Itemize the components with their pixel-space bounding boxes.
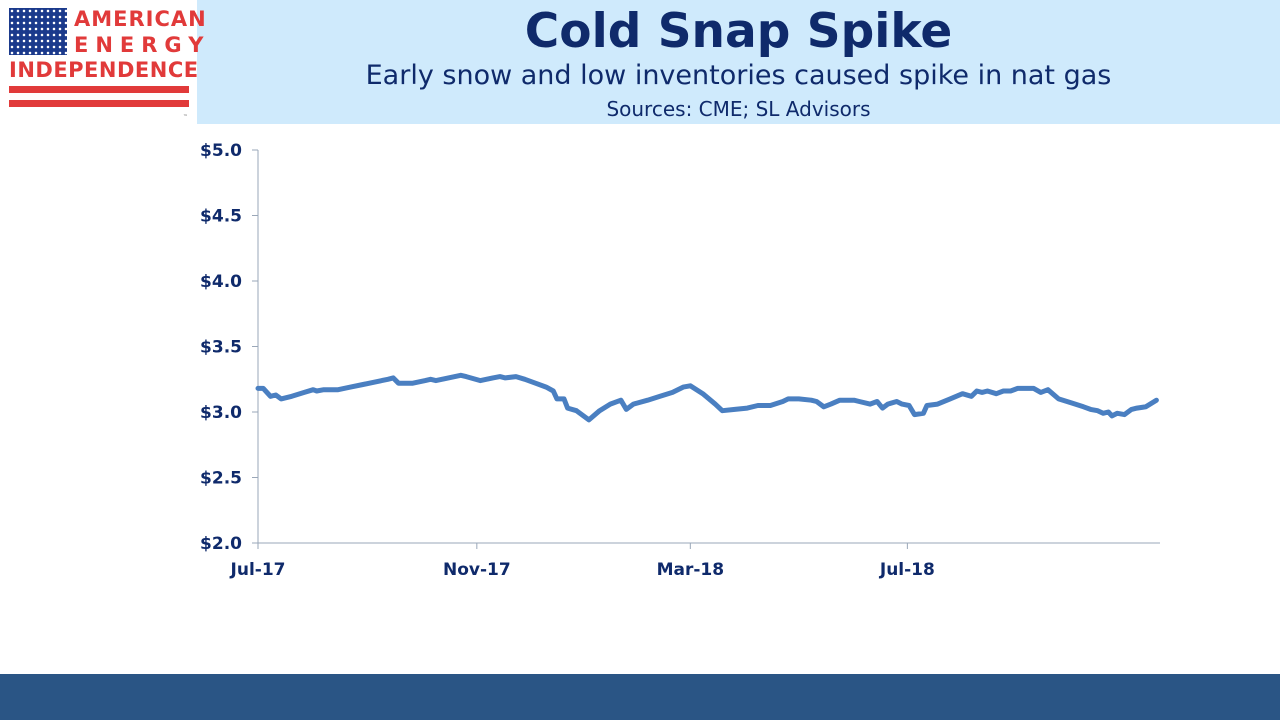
logo-line-3: INDEPENDENCE	[9, 58, 199, 82]
footer-band	[0, 674, 1280, 720]
y-tick-label: $2.0	[200, 534, 242, 554]
logo-stripe	[9, 100, 189, 107]
american-flag-icon	[9, 8, 67, 55]
y-tick-label: $4.5	[200, 207, 242, 227]
y-tick-label: $5.0	[200, 141, 242, 161]
logo-stripe	[9, 86, 189, 93]
x-tick-label: Mar-18	[657, 560, 725, 580]
page-subtitle: Early snow and low inventories caused sp…	[365, 60, 1112, 91]
header-band	[197, 0, 1280, 124]
trademark-mark: ™	[183, 114, 188, 120]
page-title: Cold Snap Spike	[524, 4, 953, 59]
logo-line-1: AMERICAN	[74, 7, 207, 31]
x-axis: Jul-17 Nov-17 Mar-18 Jul-18	[230, 542, 1160, 580]
x-tick-label: Nov-17	[443, 560, 511, 580]
series-group	[255, 372, 1159, 423]
y-axis: $2.0 $2.5 $3.0 $3.5 $4.0 $4.5 $5.0	[200, 141, 259, 554]
sources-note: Sources: CME; SL Advisors	[606, 97, 871, 121]
logo-line-2: ENERGY	[74, 33, 211, 57]
y-tick-label: $3.0	[200, 403, 242, 423]
price-series-line	[255, 372, 1159, 423]
y-tick-label: $3.5	[200, 338, 242, 358]
logo: AMERICAN ENERGY INDEPENDENCE ™	[0, 0, 206, 124]
nat-gas-price-chart: $2.0 $2.5 $3.0 $3.5 $4.0 $4.5 $5.0 Jul-17 Nov-1…	[200, 141, 1160, 580]
y-tick-label: $4.0	[200, 272, 242, 292]
y-tick-label: $2.5	[200, 469, 242, 489]
x-tick-label: Jul-18	[879, 560, 935, 580]
x-tick-label: Jul-17	[230, 560, 286, 580]
